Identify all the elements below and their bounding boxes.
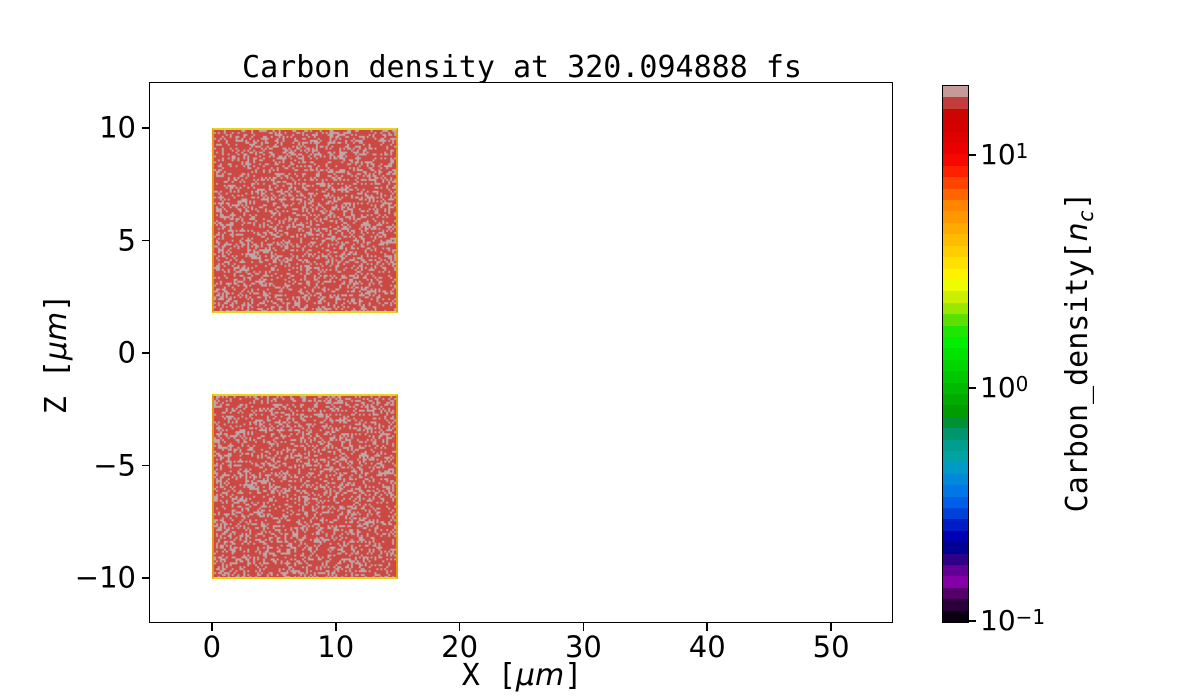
- colorbar-band: [943, 576, 968, 588]
- colorbar-band: [943, 565, 968, 577]
- colorbar-band: [943, 348, 968, 360]
- colorbar-band: [943, 371, 968, 383]
- colorbar-band: [943, 120, 968, 132]
- colorbar-label-symbol: n: [1060, 222, 1095, 242]
- colorbar-tick-label: 101: [980, 141, 1028, 169]
- density-slab-upper: [211, 128, 398, 313]
- colorbar-band: [943, 86, 968, 98]
- colorbar-band: [943, 314, 968, 326]
- colorbar-band: [943, 428, 968, 440]
- colorbar-tick-exponent: 1: [1015, 139, 1029, 164]
- colorbar-band: [943, 188, 968, 201]
- y-tick-label: 0: [117, 335, 136, 370]
- x-tick-mark: [211, 623, 213, 631]
- colorbar-label-subscript: c: [1074, 209, 1098, 223]
- colorbar-band: [943, 599, 968, 611]
- x-tick-label: 10: [317, 630, 355, 664]
- x-axis-unit: μm: [515, 658, 565, 693]
- colorbar-label-text: Carbon_density[: [1060, 241, 1095, 513]
- colorbar-band: [943, 234, 968, 246]
- colorbar-band: [943, 302, 968, 315]
- colorbar-band: [943, 143, 968, 155]
- colorbar-band: [943, 587, 968, 600]
- colorbar-band: [943, 462, 968, 474]
- colorbar-band: [943, 291, 968, 303]
- y-tick-mark: [142, 127, 150, 129]
- x-tick-mark: [334, 623, 337, 631]
- colorbar-band: [943, 131, 968, 144]
- colorbar-tick-mark: [969, 387, 976, 389]
- colorbar-band: [943, 359, 968, 372]
- x-tick-mark: [458, 623, 461, 631]
- colorbar-band: [943, 245, 968, 258]
- colorbar-band: [943, 451, 968, 463]
- colorbar-tick-exponent: −1: [1015, 605, 1046, 629]
- x-tick-mark: [830, 623, 832, 631]
- colorbar-band: [943, 382, 968, 394]
- colorbar-band: [943, 268, 968, 280]
- colorbar-band: [943, 177, 968, 189]
- x-tick-label: 30: [564, 630, 602, 664]
- colorbar-tick-exponent: 0: [1015, 372, 1029, 397]
- y-tick-label: −10: [74, 560, 136, 595]
- y-tick-label: 5: [117, 223, 136, 257]
- colorbar-band: [943, 610, 968, 623]
- colorbar-band: [943, 108, 968, 121]
- colorbar-band: [943, 279, 968, 292]
- colorbar-band: [943, 393, 968, 406]
- x-tick-label: 20: [441, 630, 479, 664]
- colorbar-band: [943, 530, 968, 543]
- y-axis-label-text: Z [: [39, 360, 74, 415]
- colorbar-tick-base: 10: [980, 604, 1016, 637]
- colorbar: [942, 85, 969, 623]
- x-axis-label-text: X [: [461, 658, 516, 693]
- colorbar-band: [943, 97, 968, 109]
- chart-title: Carbon_density at 320.094888 fs: [242, 50, 802, 85]
- x-axis-label-close: ]: [564, 658, 583, 693]
- colorbar-band: [943, 257, 968, 269]
- colorbar-band: [943, 200, 968, 212]
- colorbar-tick-label: 10−1: [980, 607, 1045, 635]
- x-tick-mark: [582, 623, 585, 631]
- y-tick-mark: [142, 577, 150, 579]
- colorbar-band: [943, 211, 968, 223]
- colorbar-band: [943, 439, 968, 451]
- colorbar-band: [943, 542, 968, 554]
- colorbar-band: [943, 553, 968, 566]
- y-tick-label: 10: [99, 110, 136, 145]
- colorbar-band: [943, 473, 968, 486]
- colorbar-band: [943, 508, 968, 520]
- x-tick-mark: [706, 623, 709, 631]
- colorbar-band: [943, 496, 968, 509]
- density-slab-lower: [211, 393, 398, 579]
- colorbar-band: [943, 154, 968, 166]
- colorbar-label: Carbon_density[nc]: [1060, 191, 1098, 513]
- y-tick-mark: [142, 464, 150, 467]
- colorbar-tick-label: 100: [980, 374, 1028, 402]
- x-tick-label: 50: [812, 630, 850, 664]
- y-tick-mark: [142, 239, 150, 242]
- colorbar-band: [943, 485, 968, 497]
- colorbar-tick-mark: [969, 154, 976, 156]
- colorbar-band: [943, 405, 968, 417]
- colorbar-tick-mark: [969, 620, 976, 622]
- colorbar-band: [943, 416, 968, 429]
- y-axis-label-close: ]: [39, 293, 74, 312]
- x-axis-label: X [μm]: [150, 661, 894, 691]
- colorbar-band: [943, 325, 968, 337]
- colorbar-band: [943, 222, 968, 235]
- y-tick-label: −5: [93, 448, 136, 482]
- colorbar-band: [943, 336, 968, 349]
- colorbar-tick-base: 10: [980, 138, 1016, 172]
- x-tick-label: 0: [202, 630, 222, 664]
- colorbar-label-close: ]: [1060, 191, 1095, 210]
- y-tick-mark: [142, 352, 150, 354]
- colorbar-band: [943, 519, 968, 531]
- colorbar-band: [943, 165, 968, 178]
- x-tick-label: 40: [688, 630, 726, 664]
- colorbar-tick-base: 10: [980, 371, 1016, 405]
